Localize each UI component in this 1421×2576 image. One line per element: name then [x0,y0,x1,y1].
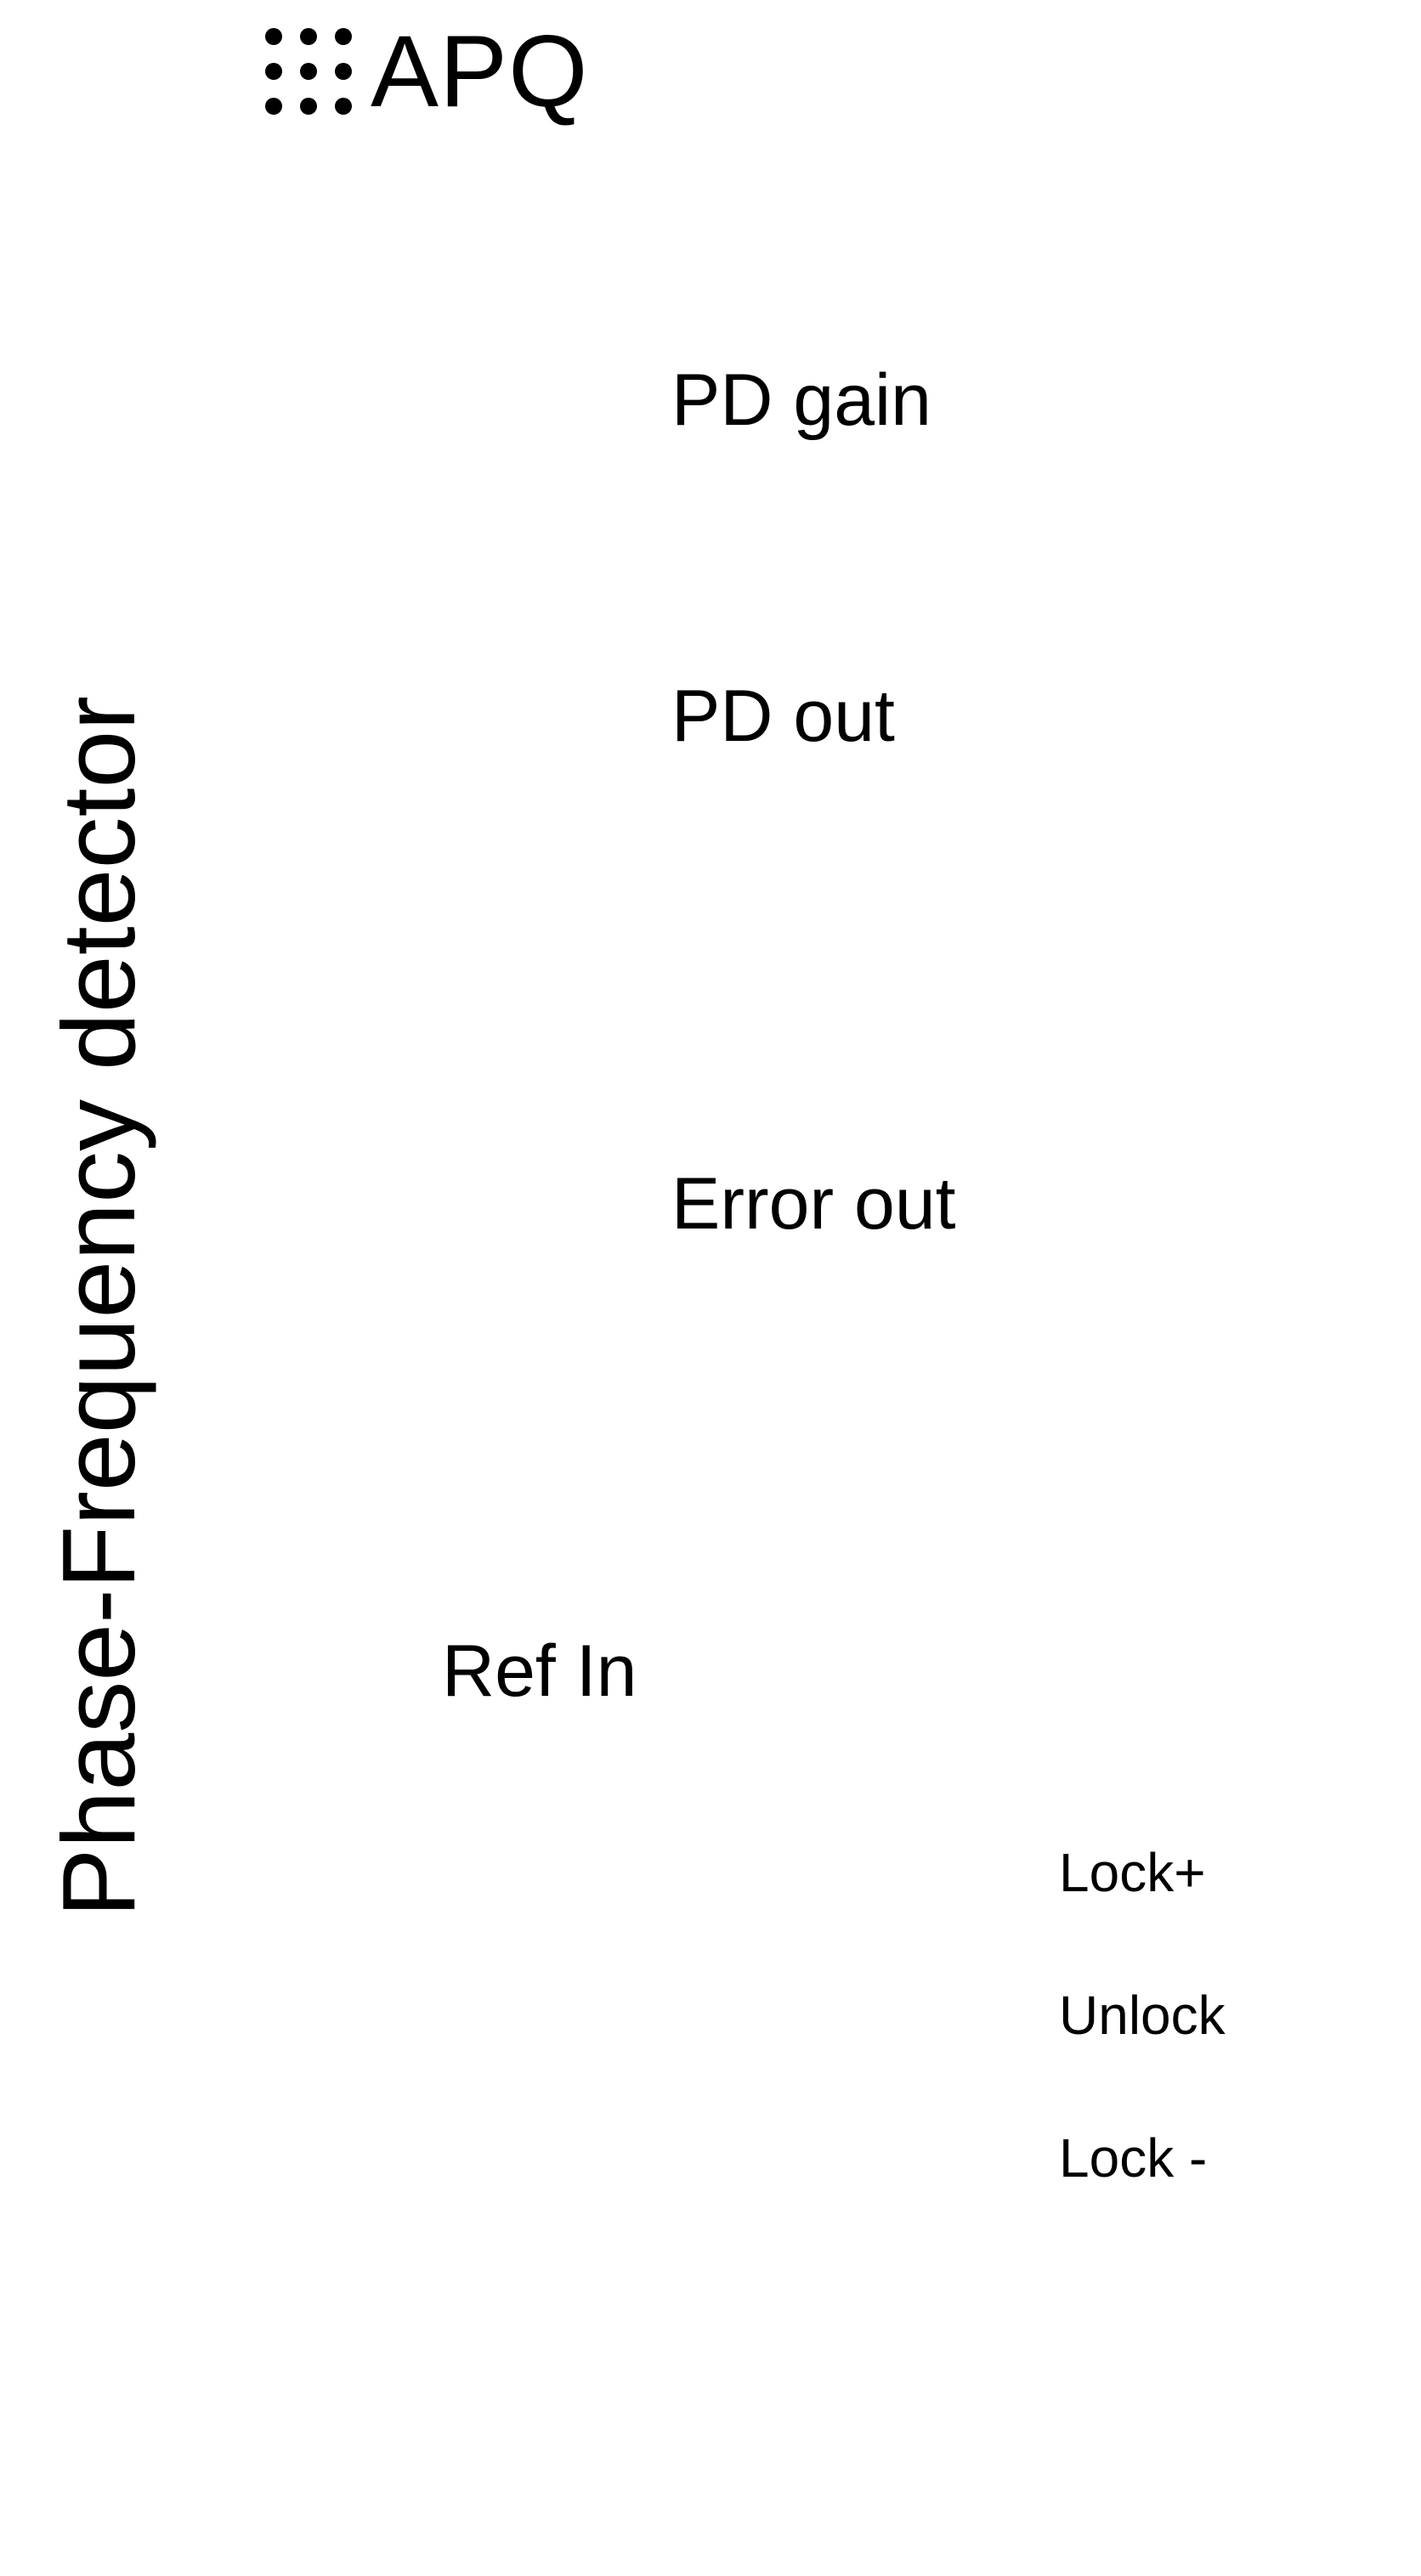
lock-minus-label: Lock - [1059,2127,1208,2189]
pd-gain-label: PD gain [671,359,931,441]
pd-out-label: PD out [671,675,895,757]
brand-name: APQ [371,14,589,128]
unlock-label: Unlock [1059,1985,1226,2046]
module-title: Phase-Frequency detector [41,696,156,1918]
brand-logo: APQ [262,20,588,122]
ref-in-label: Ref In [442,1630,637,1712]
dot-grid-icon [265,28,352,115]
error-out-label: Error out [671,1163,956,1245]
lock-plus-label: Lock+ [1059,1842,1206,1903]
